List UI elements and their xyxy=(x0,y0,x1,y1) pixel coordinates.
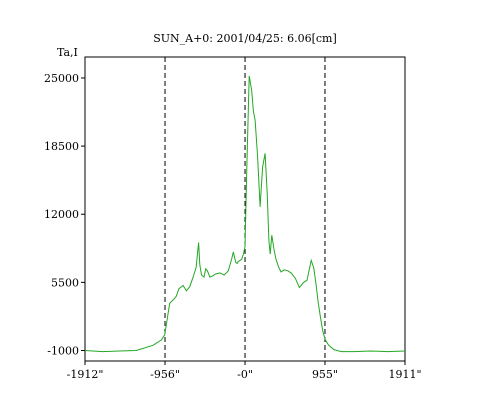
series-line xyxy=(84,75,406,353)
x-tick-label: -956" xyxy=(150,368,180,381)
y-tick-label: 18500 xyxy=(44,140,79,153)
y-tick-label: 5500 xyxy=(51,276,79,289)
x-tick-label: -1912" xyxy=(67,368,104,381)
y-tick-label: 25000 xyxy=(44,72,79,85)
chart-title: SUN_A+0: 2001/04/25: 6.06[cm] xyxy=(153,32,337,45)
x-tick-label: 1911" xyxy=(388,368,421,381)
x-tick-label: -0" xyxy=(237,368,253,381)
y-axis-label: Ta,I xyxy=(57,46,78,59)
x-tick-label: 955" xyxy=(312,368,338,381)
y-tick-label: -1000 xyxy=(47,345,79,358)
y-tick-label: 12000 xyxy=(44,208,79,221)
